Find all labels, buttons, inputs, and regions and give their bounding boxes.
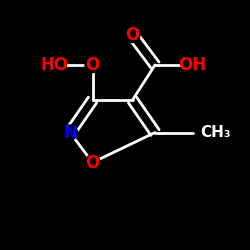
Circle shape: [44, 54, 66, 76]
Text: O: O: [86, 154, 100, 172]
Text: OH: OH: [178, 56, 206, 74]
Circle shape: [62, 125, 78, 140]
Circle shape: [85, 155, 100, 170]
Text: HO: HO: [41, 56, 69, 74]
Text: O: O: [86, 56, 100, 74]
Text: CH₃: CH₃: [200, 125, 230, 140]
Text: N: N: [63, 124, 77, 142]
Circle shape: [125, 28, 140, 42]
Circle shape: [85, 58, 100, 72]
Text: O: O: [126, 26, 140, 44]
Circle shape: [181, 54, 204, 76]
